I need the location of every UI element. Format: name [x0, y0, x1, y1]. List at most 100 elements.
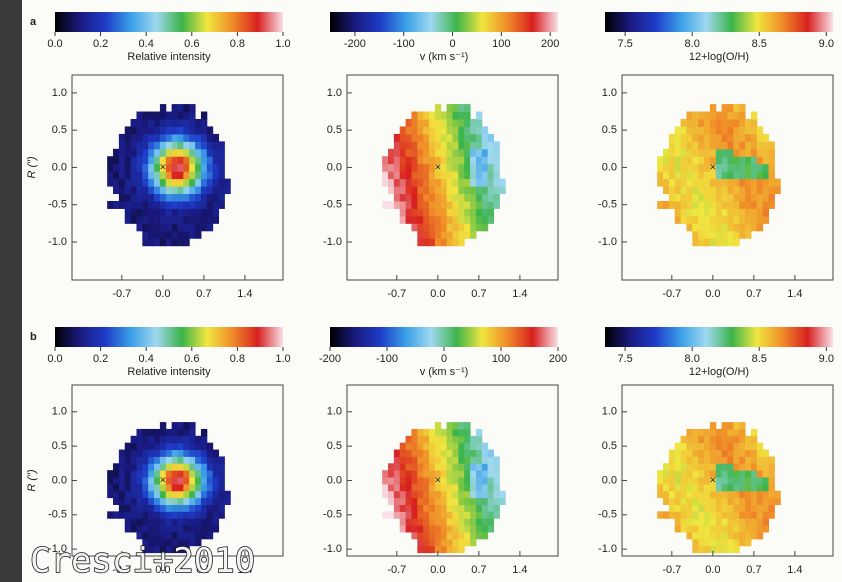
- map-pixel: [675, 525, 681, 532]
- map-pixel: [195, 498, 201, 505]
- map-pixel: [195, 463, 201, 470]
- map-pixel: [716, 112, 722, 120]
- x-tick-label: -0.7: [387, 288, 406, 300]
- map-pixel: [195, 134, 201, 142]
- y-tick-label: -1.0: [598, 236, 617, 248]
- map-pixel: [411, 443, 417, 450]
- map-pixel: [400, 216, 406, 224]
- map-pixel: [722, 443, 728, 450]
- map-pixel: [183, 186, 189, 194]
- x-tick-label: 0.0: [705, 564, 720, 576]
- map-pixel: [722, 518, 728, 525]
- map-pixel: [417, 126, 423, 134]
- map-pixel: [201, 164, 207, 172]
- map-pixel: [148, 477, 154, 484]
- map-pixel: [172, 171, 178, 179]
- map-pixel: [148, 238, 154, 246]
- map-pixel: [125, 201, 131, 209]
- map-pixel: [411, 208, 417, 216]
- map-pixel: [131, 208, 137, 216]
- map-pixel: [675, 463, 681, 470]
- map-pixel: [698, 126, 704, 134]
- map-pixel: [119, 498, 125, 505]
- map-pixel: [763, 156, 769, 164]
- map-pixel: [417, 539, 423, 546]
- map-pixel: [131, 119, 137, 127]
- map-pixel: [458, 126, 464, 134]
- map-pixel: [400, 491, 406, 498]
- map-pixel: [119, 477, 125, 484]
- map-pixel: [769, 149, 775, 157]
- map-pixel: [213, 208, 219, 216]
- map-pixel: [394, 171, 400, 179]
- map-pixel: [172, 126, 178, 134]
- map-pixel: [692, 429, 698, 436]
- map-pixel: [136, 477, 142, 484]
- map-pixel: [686, 223, 692, 231]
- map-pixel: [698, 119, 704, 127]
- map-pixel: [745, 443, 751, 450]
- map-pixel: [482, 484, 488, 491]
- map-pixel: [154, 201, 160, 209]
- map-pixel: [142, 179, 148, 187]
- map-pixel: [464, 179, 470, 187]
- map-pixel: [429, 208, 435, 216]
- map-pixel: [195, 126, 201, 134]
- map-pixel: [394, 141, 400, 149]
- map-pixel: [458, 504, 464, 511]
- map-pixel: [411, 484, 417, 491]
- map-pixel: [453, 164, 459, 172]
- map-pixel: [423, 223, 429, 231]
- map-pixel: [189, 156, 195, 164]
- map-pixel: [219, 456, 225, 463]
- map-pixel: [663, 491, 669, 498]
- map-pixel: [172, 463, 178, 470]
- map-pixel: [458, 201, 464, 209]
- map-pixel: [739, 450, 745, 457]
- map-pixel: [716, 546, 722, 553]
- map-pixel: [166, 450, 172, 457]
- map-pixel: [154, 134, 160, 142]
- map-pixel: [125, 171, 131, 179]
- map-pixel: [476, 477, 482, 484]
- map-pixel: [148, 532, 154, 539]
- map-pixel: [698, 231, 704, 239]
- map-pixel: [195, 194, 201, 202]
- map-pixel: [189, 477, 195, 484]
- y-tick-label: -0.5: [598, 509, 617, 521]
- map-pixel: [453, 231, 459, 239]
- map-pixel: [172, 498, 178, 505]
- map-pixel: [728, 477, 734, 484]
- map-pixel: [453, 546, 459, 553]
- map-pixel: [757, 491, 763, 498]
- map-pixel: [136, 511, 142, 518]
- figure: a0.00.20.40.60.81.0Relative intensity-0.…: [0, 0, 842, 582]
- map-pixel: [406, 484, 412, 491]
- map-pixel: [189, 141, 195, 149]
- map-pixel: [669, 498, 675, 505]
- map-pixel: [172, 491, 178, 498]
- map-pixel: [453, 156, 459, 164]
- map-pixel: [154, 491, 160, 498]
- map-pixel: [704, 208, 710, 216]
- map-pixel: [488, 456, 494, 463]
- map-pixel: [207, 511, 213, 518]
- map-pixel: [447, 126, 453, 134]
- map-pixel: [394, 179, 400, 187]
- map-pixel: [113, 463, 119, 470]
- map-pixel: [172, 443, 178, 450]
- map-pixel: [482, 470, 488, 477]
- map-pixel: [739, 518, 745, 525]
- map-pixel: [458, 134, 464, 142]
- map-pixel: [763, 186, 769, 194]
- map-pixel: [119, 134, 125, 142]
- map-pixel: [166, 156, 172, 164]
- map-pixel: [382, 164, 388, 172]
- map-pixel: [195, 518, 201, 525]
- map-pixel: [160, 504, 166, 511]
- map-pixel: [201, 126, 207, 134]
- map-pixel: [494, 171, 500, 179]
- map-pixel: [488, 156, 494, 164]
- map-pixel: [136, 179, 142, 187]
- map-pixel: [470, 436, 476, 443]
